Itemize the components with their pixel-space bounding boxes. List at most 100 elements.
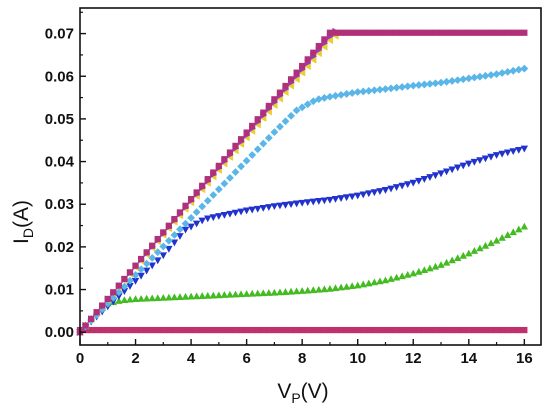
data-point bbox=[131, 295, 140, 303]
data-point bbox=[404, 29, 411, 36]
data-point bbox=[110, 326, 117, 334]
data-point bbox=[382, 326, 389, 334]
data-point bbox=[192, 220, 201, 228]
data-point bbox=[309, 198, 317, 206]
data-point bbox=[220, 179, 229, 188]
data-point bbox=[342, 194, 351, 202]
data-point bbox=[399, 29, 406, 36]
data-point bbox=[331, 196, 340, 203]
data-point bbox=[242, 156, 251, 165]
data-point bbox=[349, 29, 356, 36]
data-point bbox=[310, 49, 317, 56]
data-point bbox=[509, 228, 517, 236]
data-point bbox=[193, 189, 200, 196]
data-point bbox=[237, 290, 245, 298]
data-point bbox=[337, 195, 345, 202]
data-point bbox=[492, 152, 501, 159]
data-point bbox=[498, 69, 507, 77]
series-3 bbox=[76, 64, 529, 337]
data-point bbox=[387, 185, 395, 193]
data-point bbox=[154, 326, 161, 334]
data-point bbox=[232, 326, 239, 334]
data-point bbox=[304, 62, 311, 71]
y-tick-label: 0.02 bbox=[45, 239, 74, 256]
data-point bbox=[499, 326, 506, 334]
data-point bbox=[476, 244, 484, 252]
data-point bbox=[121, 326, 128, 334]
data-point bbox=[437, 29, 445, 36]
data-point bbox=[487, 71, 495, 79]
data-point bbox=[149, 242, 156, 249]
data-point bbox=[209, 191, 218, 199]
data-point bbox=[426, 174, 434, 181]
data-point bbox=[370, 86, 379, 95]
data-point bbox=[431, 172, 440, 180]
data-point bbox=[332, 29, 339, 36]
data-point bbox=[376, 188, 384, 195]
data-point bbox=[404, 326, 411, 334]
data-point bbox=[381, 85, 390, 93]
data-point bbox=[242, 290, 251, 297]
data-point bbox=[204, 326, 211, 334]
data-point bbox=[354, 281, 362, 289]
data-point bbox=[481, 155, 490, 163]
data-point bbox=[342, 90, 351, 98]
data-point bbox=[231, 209, 240, 217]
data-point bbox=[364, 86, 373, 95]
data-point bbox=[515, 225, 523, 233]
data-point bbox=[521, 29, 528, 36]
data-point bbox=[454, 29, 461, 36]
data-point bbox=[298, 287, 306, 294]
data-point bbox=[270, 288, 279, 296]
y-tick-label: 0.03 bbox=[45, 196, 74, 213]
data-point bbox=[220, 211, 229, 219]
data-point bbox=[359, 87, 368, 96]
data-point bbox=[304, 56, 311, 63]
data-point bbox=[209, 291, 218, 299]
data-point bbox=[503, 68, 512, 76]
data-point bbox=[326, 36, 334, 45]
data-point bbox=[398, 182, 406, 190]
data-point bbox=[259, 204, 267, 212]
data-point bbox=[281, 117, 290, 126]
data-point bbox=[120, 288, 129, 295]
data-point bbox=[487, 29, 495, 36]
data-point bbox=[432, 326, 439, 334]
data-point bbox=[487, 326, 495, 334]
y-axis-title: ID(A) bbox=[10, 200, 36, 244]
data-point bbox=[126, 295, 134, 303]
data-point bbox=[321, 36, 328, 43]
data-point bbox=[454, 326, 461, 334]
data-point bbox=[199, 182, 206, 189]
data-point bbox=[337, 29, 345, 36]
data-point bbox=[426, 29, 434, 36]
series-2 bbox=[76, 145, 529, 336]
data-point bbox=[254, 205, 262, 213]
data-point bbox=[93, 326, 100, 334]
data-point bbox=[120, 296, 129, 304]
data-point bbox=[99, 326, 106, 334]
data-point bbox=[503, 231, 512, 238]
data-point bbox=[204, 215, 212, 223]
data-point bbox=[282, 82, 289, 90]
data-point bbox=[192, 208, 201, 217]
data-point bbox=[392, 184, 401, 191]
data-point bbox=[365, 190, 373, 198]
data-point bbox=[415, 177, 423, 185]
data-point bbox=[170, 231, 179, 239]
data-point bbox=[371, 29, 378, 36]
data-point bbox=[153, 248, 162, 257]
plot-frame bbox=[79, 7, 542, 346]
data-point bbox=[181, 292, 190, 300]
data-point bbox=[304, 199, 312, 207]
data-point bbox=[148, 262, 156, 270]
data-point bbox=[431, 262, 440, 270]
data-point bbox=[231, 168, 240, 177]
data-point bbox=[198, 202, 207, 211]
data-point bbox=[337, 90, 345, 99]
data-point bbox=[437, 261, 445, 268]
data-point bbox=[154, 235, 161, 243]
data-point bbox=[470, 73, 479, 82]
data-point bbox=[270, 128, 279, 137]
data-point bbox=[503, 149, 512, 157]
